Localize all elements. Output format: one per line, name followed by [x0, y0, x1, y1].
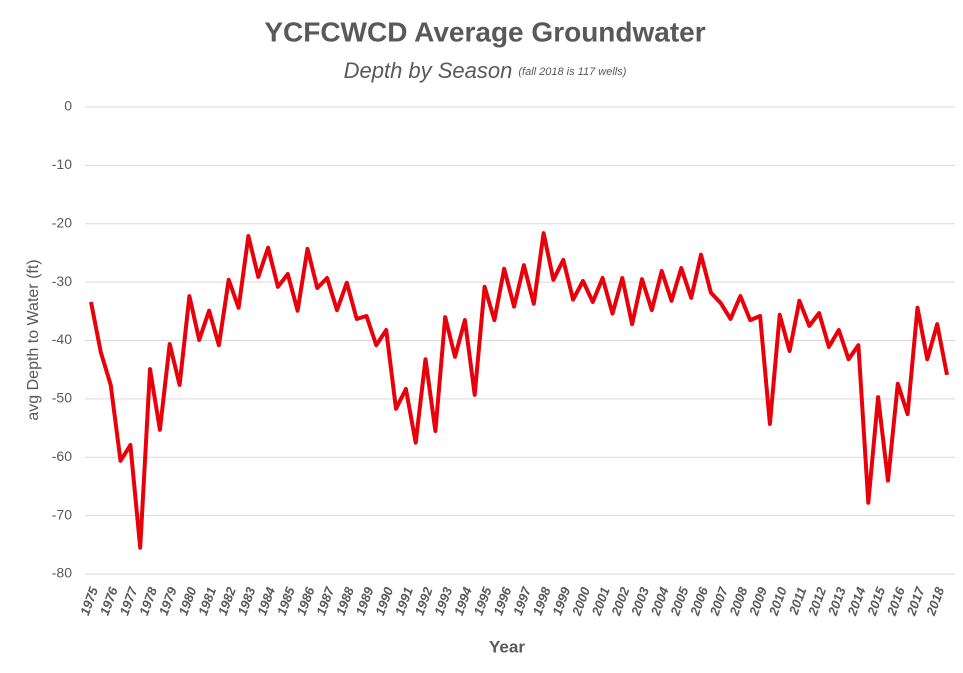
subtitle-note: (fall 2018 is 117 wells) [518, 66, 626, 78]
y-tick-label: -10 [52, 156, 72, 172]
chart-subtitle: Depth by Season (fall 2018 is 117 wells) [344, 58, 627, 83]
x-tick-label: 2010 [765, 584, 790, 618]
y-tick-label: -80 [52, 565, 72, 581]
y-tick-label: 0 [64, 98, 72, 114]
y-tick-label: -20 [52, 214, 72, 230]
data-line [89, 231, 949, 550]
y-tick-label: -30 [52, 273, 72, 289]
y-tick-label: -50 [52, 390, 72, 406]
y-axis-title: avg Depth to Water (ft) [25, 259, 42, 420]
x-axis-title: Year [489, 637, 525, 656]
subtitle: Depth by Season [344, 58, 513, 83]
y-tick-label: -60 [52, 448, 72, 464]
x-tick-label: 2018 [923, 584, 948, 618]
chart-title: YCFCWCD Average Groundwater [264, 16, 705, 47]
y-tick-label: -40 [52, 331, 72, 347]
y-tick-label: -70 [52, 506, 72, 522]
